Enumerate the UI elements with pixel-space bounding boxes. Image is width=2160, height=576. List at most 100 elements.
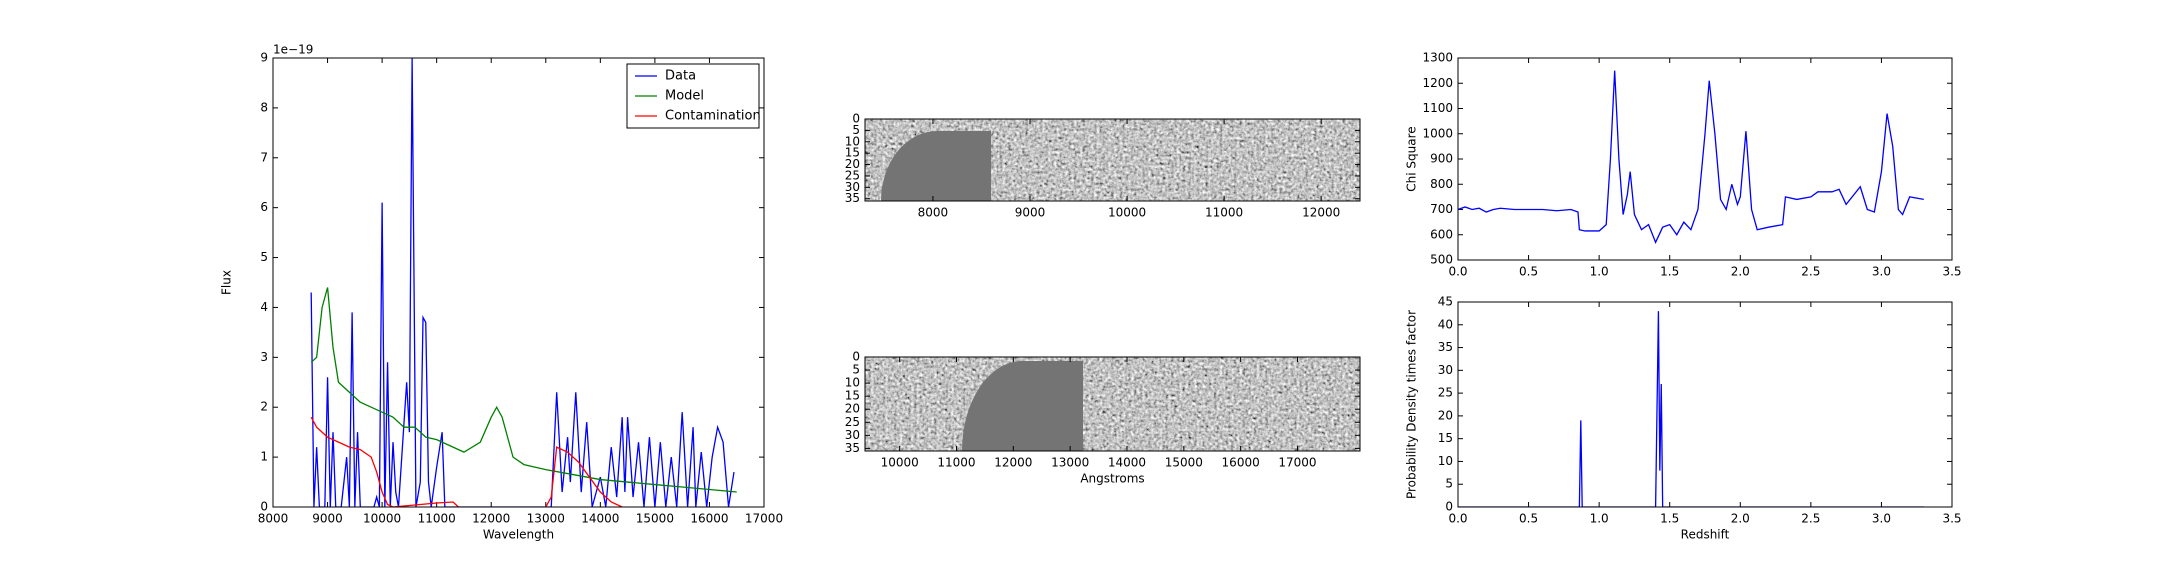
x-tick-label: 3.5	[1942, 512, 1961, 526]
x-tick-label: 0.0	[1448, 512, 1467, 526]
masked-dome	[881, 131, 991, 201]
x-tick-label: 9000	[1015, 206, 1046, 220]
x-tick-label: 1.0	[1590, 512, 1609, 526]
y-tick-label: 25	[845, 415, 860, 429]
series-line	[1458, 70, 1924, 244]
x-tick-label: 13000	[527, 512, 565, 526]
series-line	[310, 58, 735, 507]
y-tick-label: 20	[1438, 408, 1453, 422]
x-axis-label: Angstroms	[1080, 472, 1144, 486]
y-tick-label: 0	[1445, 500, 1453, 514]
y-axis-label: Flux	[220, 270, 234, 295]
y-tick-label: 10	[1438, 454, 1453, 468]
y-tick-label: 5	[260, 250, 268, 264]
x-tick-label: 2.0	[1731, 512, 1750, 526]
y-tick-label: 8	[260, 100, 268, 114]
x-tick-label: 3.0	[1872, 265, 1891, 279]
y-tick-label: 9	[260, 51, 268, 65]
y-tick-label: 1000	[1422, 126, 1453, 140]
y-tick-label: 0	[852, 350, 860, 364]
x-tick-label: 14000	[1108, 456, 1146, 470]
y-tick-label: 7	[260, 150, 268, 164]
y-axis-label: Chi Square	[1405, 126, 1419, 191]
x-axis-label: Wavelength	[483, 528, 554, 542]
y-tick-label: 800	[1430, 177, 1453, 191]
y-axis-label: Probability Density times factor	[1405, 310, 1419, 499]
x-tick-label: 2.0	[1731, 265, 1750, 279]
y-tick-label: 30	[845, 180, 860, 194]
x-tick-label: 3.0	[1872, 512, 1891, 526]
x-tick-label: 11000	[418, 512, 456, 526]
x-tick-label: 2.5	[1801, 265, 1820, 279]
legend-label: Data	[665, 69, 696, 84]
x-tick-label: 3.5	[1942, 265, 1961, 279]
y-tick-label: 45	[1438, 295, 1453, 309]
y-tick-label: 3	[260, 350, 268, 364]
series-line	[310, 416, 623, 507]
axes-frame	[864, 356, 1361, 452]
y-tick-label: 1200	[1422, 76, 1453, 90]
y-tick-label: 35	[1438, 340, 1453, 354]
y-tick-label: 5	[852, 123, 860, 137]
masked-dome	[962, 361, 1083, 451]
y-tick-label: 25	[1438, 386, 1453, 400]
axes-frame	[1457, 57, 1953, 261]
y-tick-label: 35	[845, 191, 860, 205]
x-tick-label: 0.5	[1519, 265, 1538, 279]
y-tick-label: 30	[845, 428, 860, 442]
y-tick-label: 40	[1438, 317, 1453, 331]
masked-region	[881, 131, 991, 201]
x-tick-label: 2.5	[1801, 512, 1820, 526]
series-line	[1458, 311, 1924, 507]
x-axis-label: Redshift	[1681, 528, 1730, 542]
x-tick-label: 0.5	[1519, 512, 1538, 526]
legend-label: Contamination	[665, 109, 761, 124]
x-tick-label: 14000	[581, 512, 619, 526]
x-tick-label: 10000	[1108, 206, 1146, 220]
plot-lines	[310, 58, 737, 507]
y-tick-label: 600	[1430, 227, 1453, 241]
x-tick-label: 17000	[745, 512, 783, 526]
y-tick-label: 5	[1445, 477, 1453, 491]
x-tick-label: 8000	[258, 512, 289, 526]
y-tick-label: 900	[1430, 152, 1453, 166]
y-tick-label: 10	[845, 376, 860, 390]
x-tick-label: 12000	[1302, 206, 1340, 220]
y-tick-label: 0	[260, 500, 268, 514]
y-tick-label: 15	[1438, 431, 1453, 445]
image-noise	[865, 357, 1360, 451]
y-tick-label: 25	[845, 168, 860, 182]
masked-region	[962, 361, 1083, 451]
x-tick-label: 10000	[363, 512, 401, 526]
y-tick-label: 500	[1430, 253, 1453, 267]
y-tick-label: 30	[1438, 363, 1453, 377]
y-tick-label: 10	[845, 134, 860, 148]
y-tick-label: 1	[260, 450, 268, 464]
axes-frame	[272, 57, 765, 508]
x-tick-label: 15000	[636, 512, 674, 526]
y-tick-label: 0	[852, 112, 860, 126]
y-tick-label: 2	[260, 400, 268, 414]
subplot: 0.0 0.5 1.0 1.5 2.0 2.5 3.0 3.5 500 600 700 800 900 1…	[1405, 51, 1962, 279]
x-tick-label: 17000	[1278, 456, 1316, 470]
x-tick-label: 16000	[1222, 456, 1260, 470]
x-tick-label: 0.0	[1448, 265, 1467, 279]
y-tick-label: 15	[845, 146, 860, 160]
x-tick-label: 1.0	[1590, 265, 1609, 279]
y-tick-label: 20	[845, 402, 860, 416]
series-line	[310, 287, 737, 493]
subplot: 8000 9000 10000 11000 12000 13000 14000 15000 16…	[220, 43, 784, 542]
subplot: 0.0 0.5 1.0 1.5 2.0 2.5 3.0 3.5 0 5 10 15 20 25 30 35 40…	[1405, 295, 1962, 542]
x-tick-label: 12000	[472, 512, 510, 526]
legend: Data Model Contamination	[626, 63, 761, 129]
x-tick-label: 12000	[994, 456, 1032, 470]
x-tick-label: 8000	[918, 206, 949, 220]
legend-label: Model	[665, 89, 704, 104]
y-tick-label: 1300	[1422, 51, 1453, 65]
plot-lines	[1458, 311, 1924, 507]
x-tick-label: 15000	[1165, 456, 1203, 470]
x-tick-label: 11000	[937, 456, 975, 470]
